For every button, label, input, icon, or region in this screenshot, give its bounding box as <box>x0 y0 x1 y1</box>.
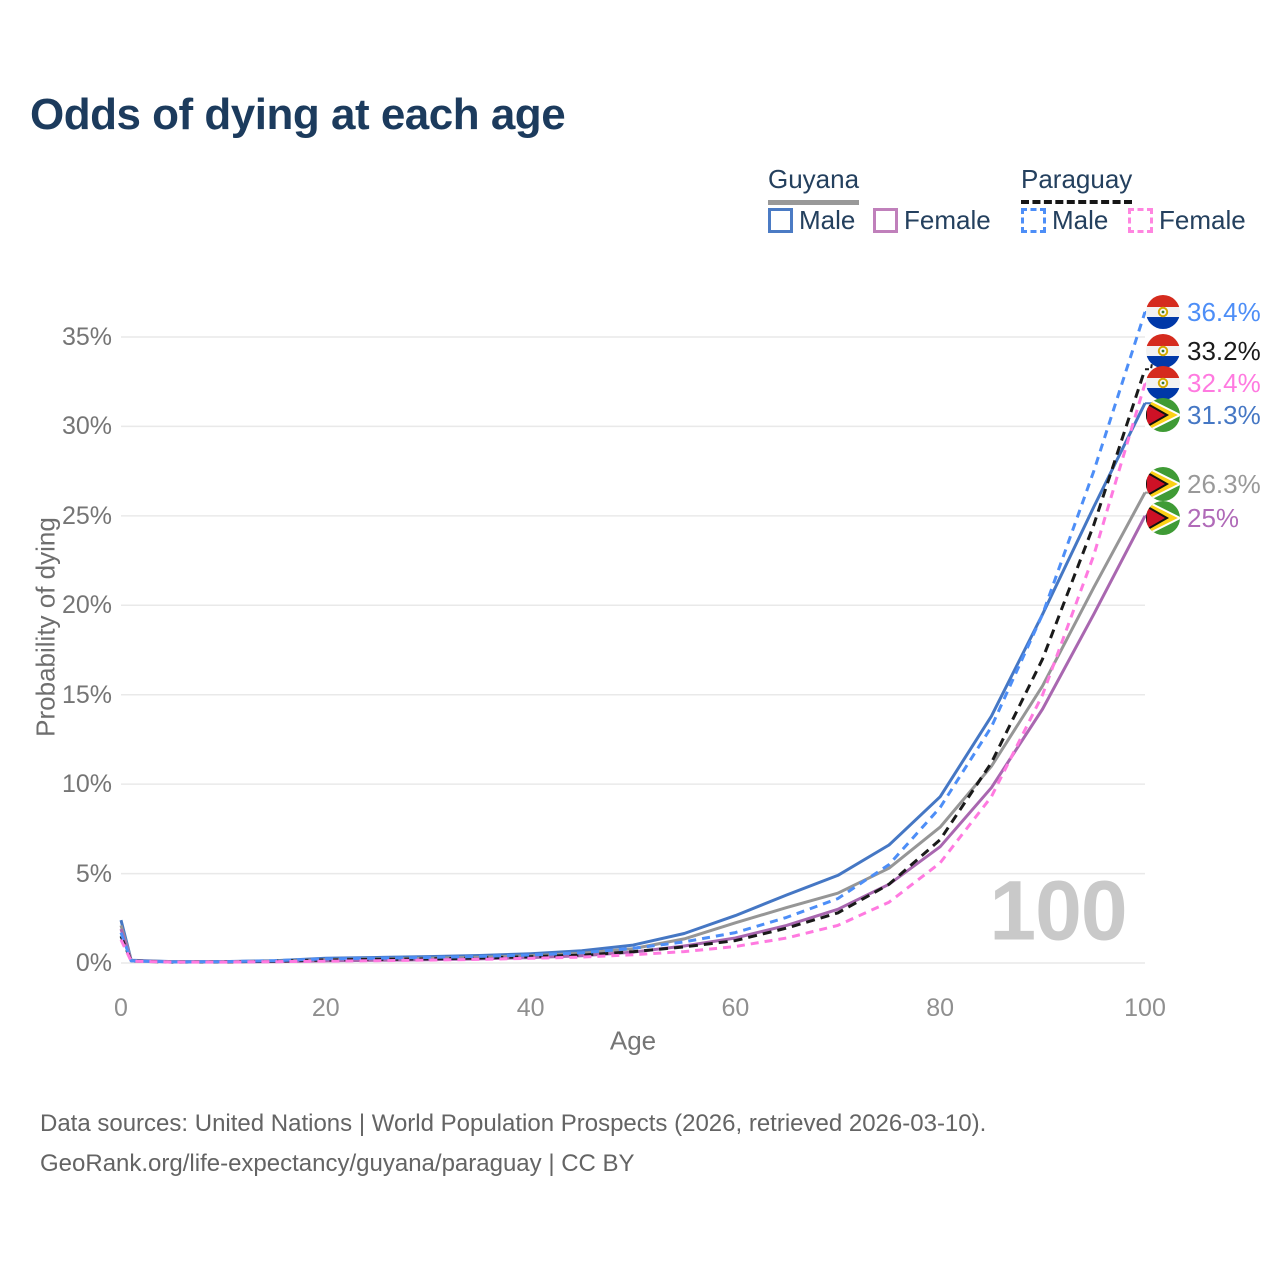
x-tick-label: 100 <box>1124 994 1166 1022</box>
end-label-value: 25% <box>1187 502 1240 533</box>
x-tick-label: 40 <box>516 994 545 1022</box>
end-label-value: 33.2% <box>1187 335 1261 366</box>
y-tick-label: 35% <box>61 323 112 351</box>
legend-group-paraguay[interactable]: Paraguay <box>1021 164 1133 204</box>
paraguay-flag-icon <box>1146 366 1180 400</box>
end-label-guyana-all: 26.3% <box>1146 467 1261 501</box>
end-label-value: 32.4% <box>1187 367 1261 398</box>
guyana-flag-icon <box>1146 501 1180 535</box>
end-label-paraguay-female: 32.4% <box>1146 366 1261 400</box>
legend-item-guyana-female[interactable]: Female <box>873 205 991 236</box>
y-axis-title: Probability of dying <box>30 517 61 737</box>
end-label-paraguay-male: 36.4% <box>1146 295 1261 329</box>
y-tick-label: 15% <box>61 680 112 709</box>
legend-item-label: Female <box>1159 205 1246 235</box>
legend-item-paraguay-female[interactable]: Female <box>1128 205 1246 236</box>
end-label-value: 26.3% <box>1187 468 1261 499</box>
y-tick-label: 10% <box>61 770 112 799</box>
series-line-paraguay-female[interactable] <box>119 383 1147 964</box>
legend-item-guyana-male[interactable]: Male <box>768 205 855 236</box>
x-axis-title: Age <box>609 1025 657 1056</box>
page-title: Odds of dying at each age <box>30 90 566 139</box>
age-indicator-watermark: 100 <box>989 863 1127 958</box>
x-tick-label: 60 <box>721 994 750 1022</box>
legend-item-label: Male <box>799 205 856 235</box>
end-label-paraguay-all: 33.2% <box>1146 334 1261 368</box>
guyana-flag-icon <box>1146 467 1180 501</box>
x-tick-label: 20 <box>311 994 340 1022</box>
series-line-paraguay-all[interactable] <box>119 368 1147 964</box>
y-tick-label: 25% <box>61 501 112 530</box>
data-sources-text: Data sources: United Nations | World Pop… <box>40 1110 987 1137</box>
paraguay-flag-icon <box>1146 334 1180 368</box>
attribution-text: GeoRank.org/life-expectancy/guyana/parag… <box>40 1150 635 1177</box>
legend-item-paraguay-male[interactable]: Male <box>1021 205 1108 236</box>
guyana-flag-icon <box>1146 398 1180 432</box>
end-label-guyana-female: 25% <box>1146 501 1239 535</box>
legend-swatch-paraguay-female-icon <box>1128 208 1153 233</box>
y-tick-label: 0% <box>75 949 112 977</box>
end-label-guyana-male: 31.3% <box>1146 398 1261 432</box>
paraguay-flag-icon <box>1146 295 1180 329</box>
legend-group-guyana[interactable]: Guyana <box>768 164 860 205</box>
end-label-value: 31.3% <box>1187 399 1261 430</box>
legend-swatch-paraguay-male-icon <box>1021 208 1046 233</box>
x-tick-label: 0 <box>114 994 128 1022</box>
legend-swatch-guyana-male-icon <box>768 208 793 233</box>
y-tick-label: 20% <box>61 591 112 620</box>
legend-swatch-guyana-female-icon <box>873 208 898 233</box>
legend-item-label: Male <box>1052 205 1109 235</box>
y-tick-label: 5% <box>75 859 112 888</box>
end-label-value: 36.4% <box>1187 296 1261 327</box>
y-tick-label: 30% <box>61 412 112 441</box>
legend-item-label: Female <box>904 205 991 235</box>
x-tick-label: 80 <box>926 994 955 1022</box>
